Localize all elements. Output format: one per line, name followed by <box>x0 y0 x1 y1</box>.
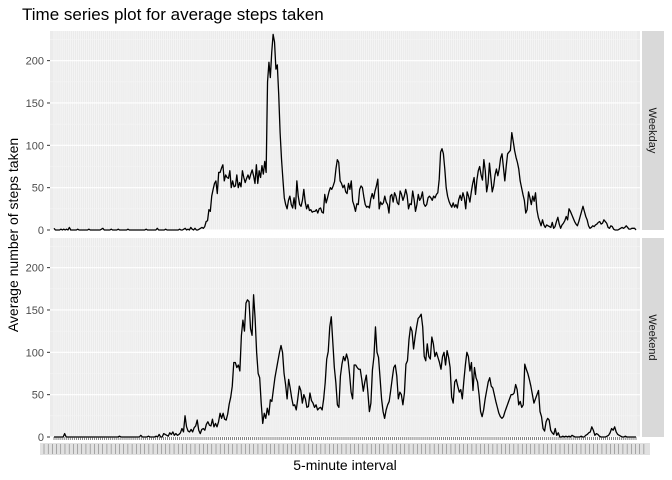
x-tick-labels-overplotted <box>40 443 650 455</box>
panel-vertical-gridlines <box>53 31 637 230</box>
y-tick-label: 200 <box>26 263 44 275</box>
panel-background <box>50 238 640 437</box>
facet-strip-label: Weekday <box>646 108 658 154</box>
x-ticks <box>53 437 637 440</box>
y-tick-label: 150 <box>26 305 44 317</box>
y-tick-label: 0 <box>38 432 44 444</box>
y-tick-label: 50 <box>32 390 44 402</box>
y-tick-label: 50 <box>32 183 44 195</box>
series-line-weekday <box>53 33 637 231</box>
facet-panel-weekday: 0 50 100 150 200 Weekday <box>26 31 664 237</box>
y-tick-label: 0 <box>38 225 44 237</box>
chart-title: Time series plot for average steps taken <box>22 5 324 24</box>
y-tick-label: 100 <box>26 140 44 152</box>
y-axis-title: Average number of steps taken <box>5 138 21 332</box>
y-tick-label: 150 <box>26 98 44 110</box>
facet-panels: 0 50 100 150 200 Weekday 0 50 100 150 200 Weekend <box>26 31 664 444</box>
panel-background <box>50 31 640 230</box>
x-axis-title: 5-minute interval <box>293 457 397 473</box>
panel-vertical-gridlines <box>53 238 637 437</box>
x-tick-label-strokes <box>43 444 645 454</box>
y-tick-label: 200 <box>26 56 44 68</box>
facet-strip <box>642 31 664 230</box>
x-axis <box>40 437 650 455</box>
y-tick-label: 100 <box>26 347 44 359</box>
facet-strip <box>642 238 664 437</box>
facet-strip-label: Weekend <box>646 314 658 360</box>
facet-panel-weekend: 0 50 100 150 200 Weekend <box>26 238 664 444</box>
series-line-weekend <box>54 294 636 438</box>
